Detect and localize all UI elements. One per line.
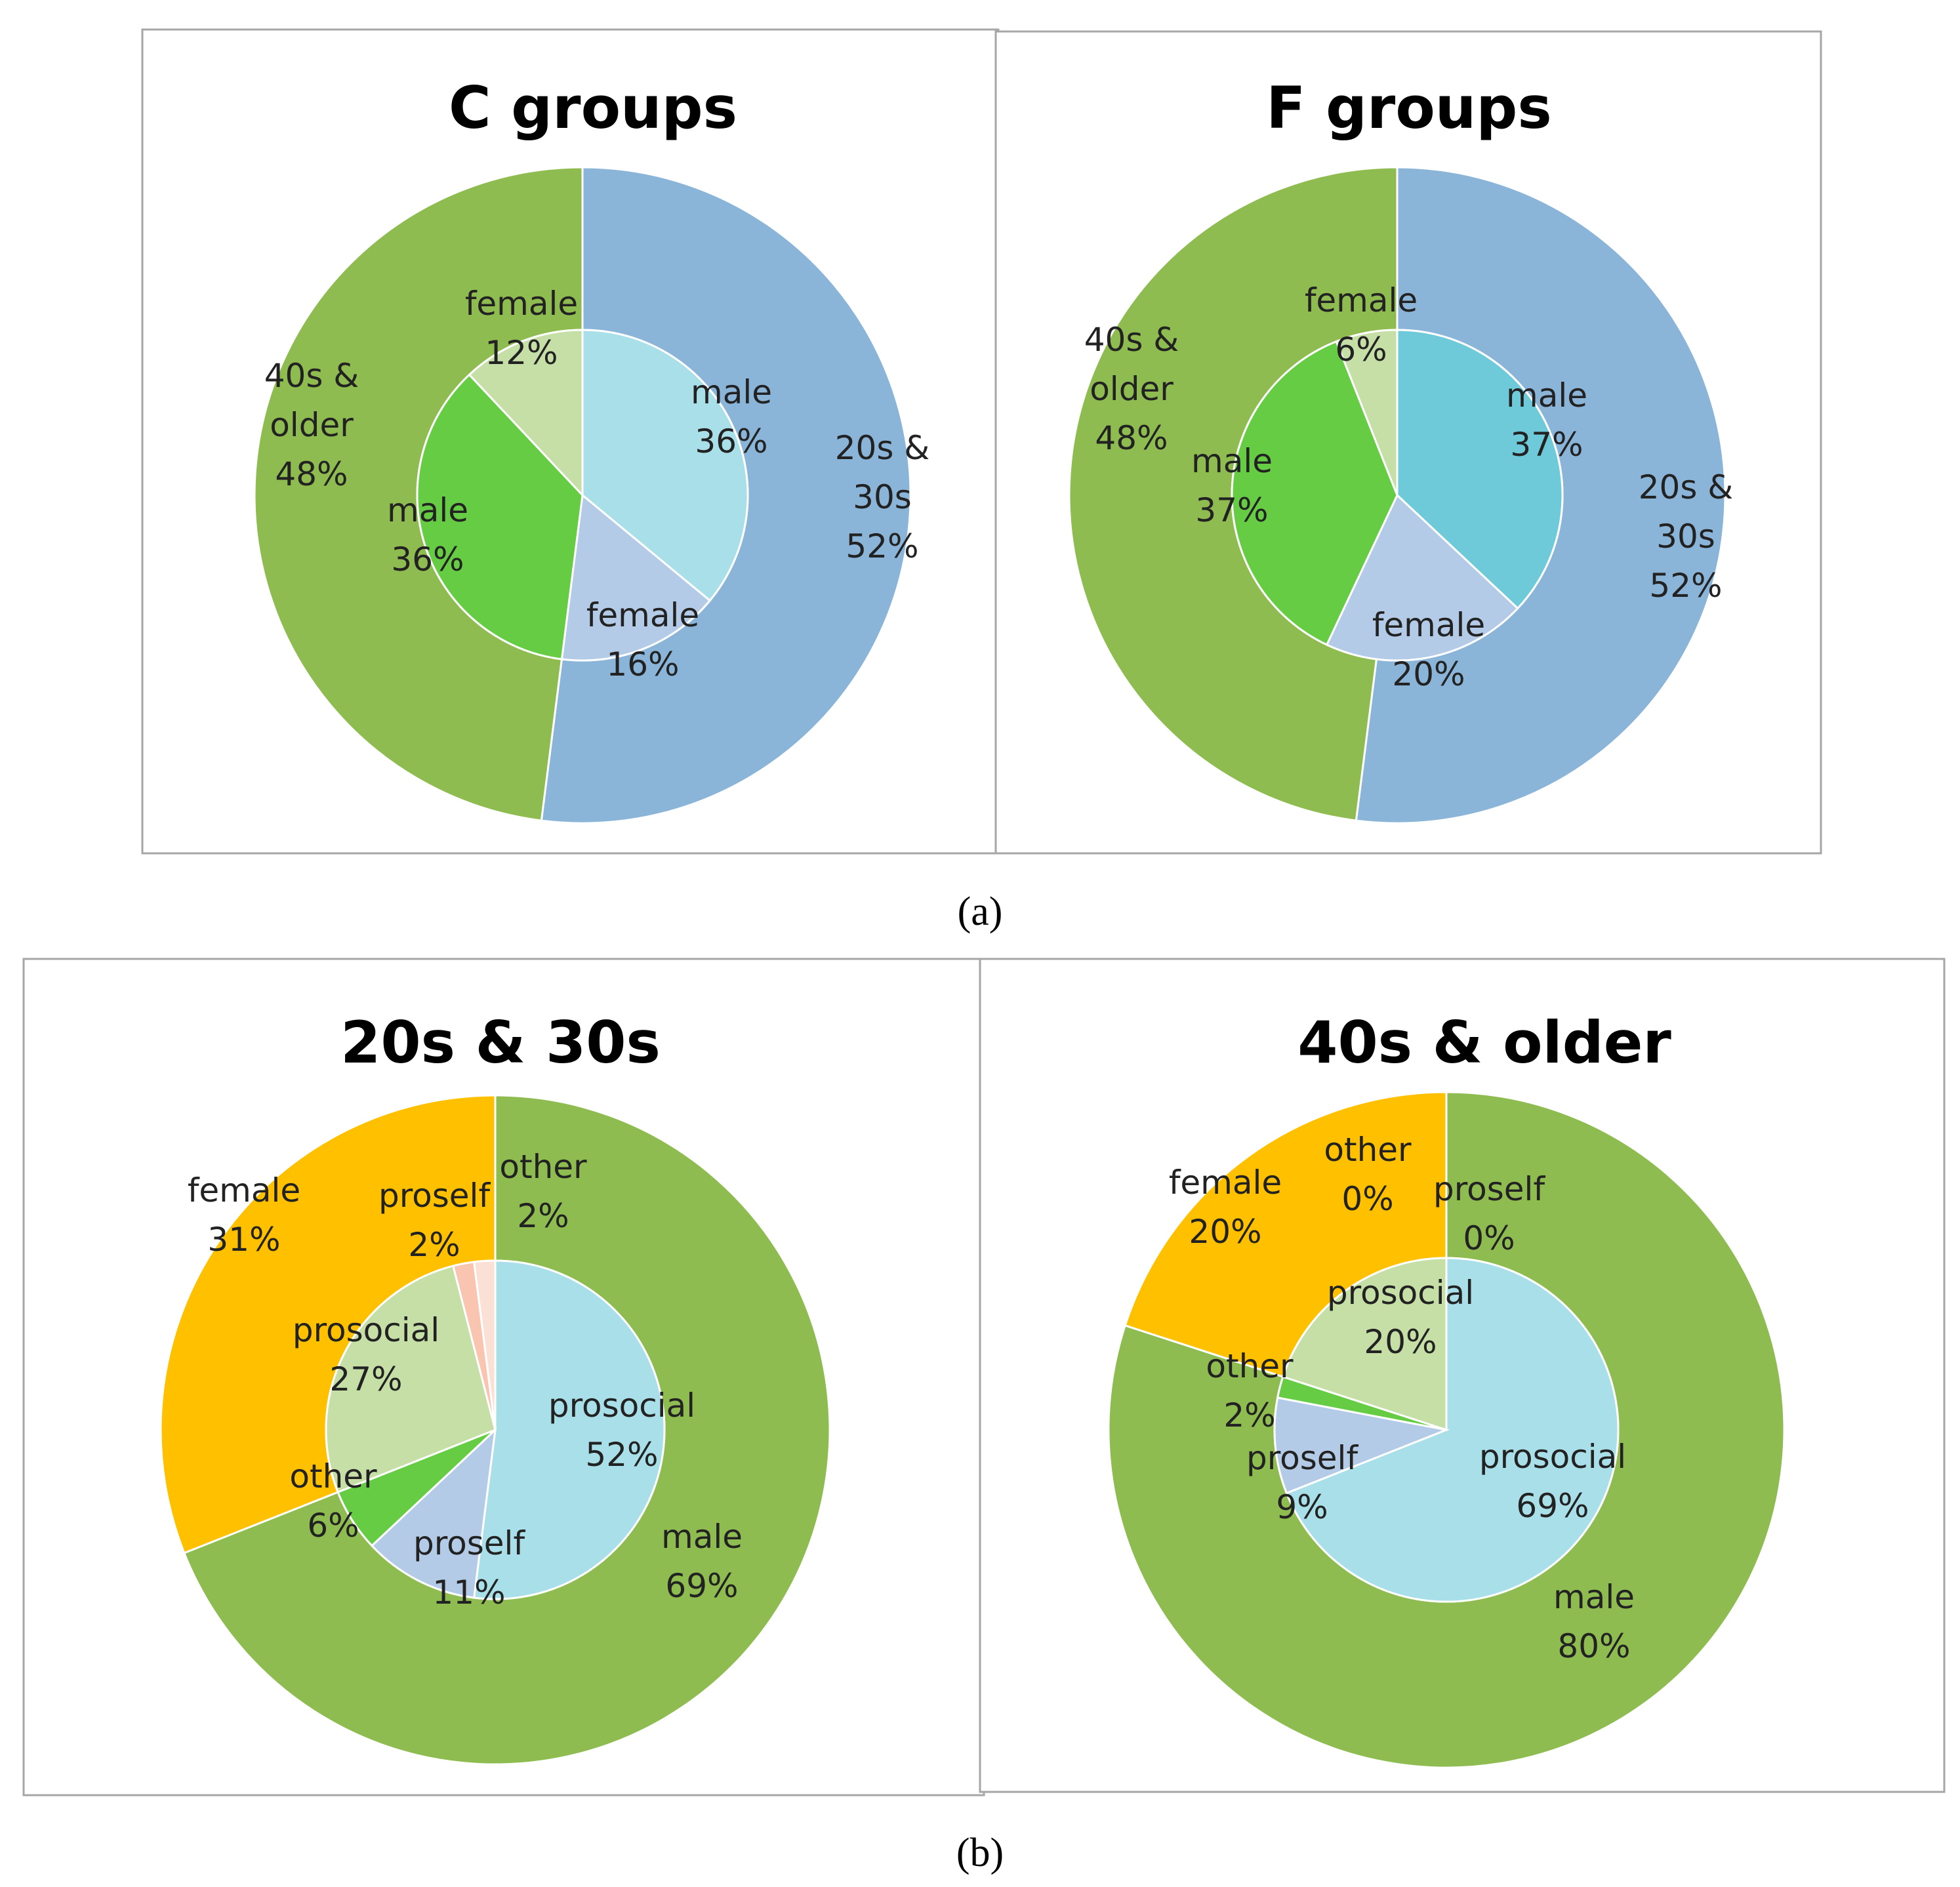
chart-c-groups: C groups 20s & 30s 52% 40s & older 48% male 36%… <box>141 28 1000 855</box>
inner-data-label: male 36% <box>387 491 468 578</box>
inner-slice-female <box>560 493 712 662</box>
inner-slice-other <box>472 1259 497 1430</box>
outer-data-label: 40s & older 48% <box>1084 321 1179 457</box>
chart-f-groups: F groups 20s & 30s 52%40s & older 48%male 37%… <box>994 30 1822 855</box>
inner-data-label: other 0% <box>1324 1131 1412 1218</box>
inner-data-label: female 6% <box>1305 281 1418 369</box>
inner-slice-proself <box>370 1427 497 1599</box>
inner-slice-female <box>468 329 584 498</box>
inner-data-label: proself 11% <box>413 1524 525 1612</box>
inner-data-label: proself 9% <box>1246 1439 1358 1526</box>
inner-data-label: male 37% <box>1191 442 1273 529</box>
inner-slice-female <box>1325 493 1519 662</box>
outer-data-label: male 69% <box>661 1518 743 1605</box>
inner-data-label: other 2% <box>1206 1347 1294 1434</box>
outer-data-label: 20s & 30s 52% <box>1639 468 1734 605</box>
chart-20s-30s: 20s & 30s male 69% female 31% prosocial 52% pr… <box>22 958 985 1796</box>
outer-data-label: 40s & older 48% <box>264 357 359 493</box>
inner-slice-prosocial <box>1281 1257 1448 1432</box>
chart-title: 40s & older <box>1297 1009 1671 1076</box>
inner-slice-male <box>581 329 749 602</box>
chart-title: 20s & 30s <box>340 1009 661 1076</box>
inner-slice-male <box>1231 340 1399 647</box>
inner-data-label: other 6% <box>289 1457 377 1545</box>
outer-data-label: female 31% <box>188 1171 300 1259</box>
inner-slice-prosocial <box>325 1265 497 1493</box>
inner-data-label: prosocial 52% <box>548 1387 695 1474</box>
inner-data-label: prosocial 27% <box>293 1311 439 1398</box>
chart-40s-older: 40s & older male 80% female 20% prosocial 69%… <box>979 958 1946 1793</box>
inner-data-label: other 2% <box>499 1148 587 1235</box>
chart-title: F groups <box>1266 74 1552 142</box>
inner-data-label: prosocial 20% <box>1327 1274 1474 1361</box>
inner-data-label: prosocial 69% <box>1479 1438 1626 1525</box>
inner-slice-prosocial <box>1285 1257 1620 1603</box>
inner-data-label: female 12% <box>465 285 578 372</box>
inner-data-label: proself 2% <box>378 1177 491 1264</box>
inner-data-label: male 37% <box>1506 376 1587 464</box>
inner-slice-male <box>416 373 584 660</box>
inner-slice-female <box>1335 329 1399 496</box>
chart-title: C groups <box>449 74 737 142</box>
outer-data-label: 20s & 30s 52% <box>835 429 930 565</box>
inner-slice-prosocial <box>472 1259 666 1600</box>
inner-data-label: proself 0% <box>1433 1170 1545 1257</box>
inner-data-label: female 16% <box>586 596 699 683</box>
inner-data-label: female 20% <box>1372 606 1485 693</box>
panel-label-a: (a) <box>958 889 1003 934</box>
panel-label-b: (b) <box>956 1831 1004 1875</box>
inner-slice-proself <box>1273 1396 1450 1495</box>
inner-data-label: male 36% <box>691 373 772 460</box>
outer-data-label: female 20% <box>1169 1164 1282 1251</box>
outer-data-label: male 80% <box>1553 1578 1635 1665</box>
inner-slice-male <box>1396 329 1564 610</box>
